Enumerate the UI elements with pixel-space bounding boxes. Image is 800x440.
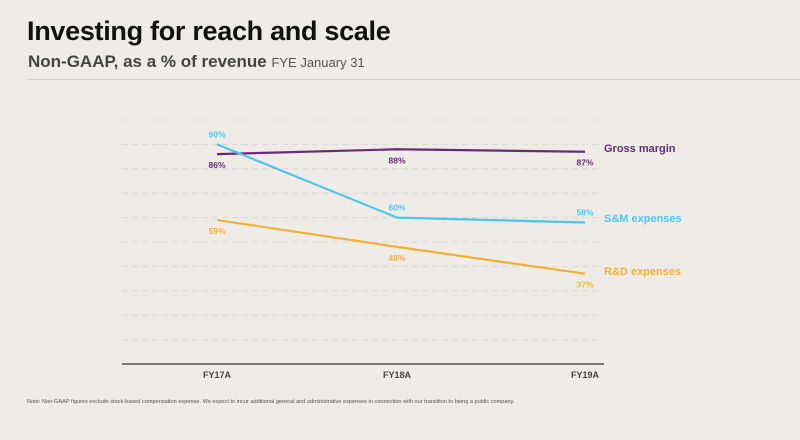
data-label: 58%: [576, 207, 593, 217]
chart-title: Investing for reach and scale: [27, 16, 391, 46]
series-line: [216, 148, 586, 156]
x-tick-label: FY17A: [203, 370, 232, 380]
subtitle-fye: FYE January 31: [271, 55, 365, 70]
series-line: [216, 143, 586, 224]
x-tick-label: FY19A: [571, 370, 600, 380]
x-tick-label: FY18A: [383, 370, 412, 380]
data-label: 37%: [576, 280, 593, 290]
subtitle-main: Non-GAAP, as a % of revenue: [28, 52, 267, 71]
series-legend-label: Gross margin: [604, 143, 676, 155]
data-label: 59%: [208, 226, 225, 236]
data-label: 48%: [388, 253, 405, 263]
data-label: 86%: [208, 160, 225, 170]
series-line: [216, 218, 586, 275]
footnote: Note: Non-GAAP figures exclude stock-bas…: [27, 399, 515, 405]
series-legend-label: R&D expenses: [604, 266, 681, 278]
data-label: 60%: [388, 203, 405, 213]
chart-subtitle: Non-GAAP, as a % of revenue FYE January …: [28, 52, 365, 72]
data-label: 90%: [208, 129, 225, 139]
data-label: 87%: [576, 158, 593, 168]
header-divider: [27, 79, 800, 80]
data-label: 88%: [388, 155, 405, 165]
series-legend-label: S&M expenses: [604, 213, 682, 225]
